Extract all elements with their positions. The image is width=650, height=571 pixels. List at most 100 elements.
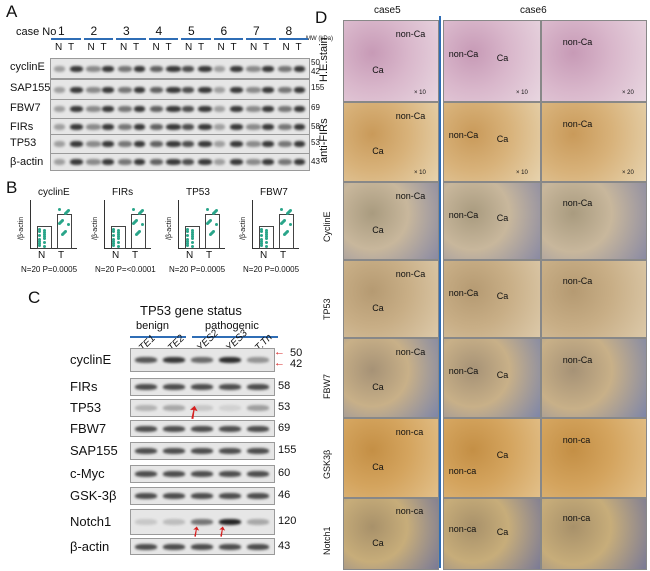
plot-b-dot [117, 237, 120, 240]
blot-c-band [247, 357, 269, 363]
blot-a-band [118, 106, 132, 112]
plot-b-x-t: T [206, 250, 213, 261]
blot-a-band [166, 106, 181, 112]
tissue-label-nonca: non-ca [395, 506, 424, 516]
case-no-label: case No [16, 26, 57, 38]
plot-b-dot [43, 237, 46, 240]
blot-a-band [166, 141, 181, 147]
blot-c-band [135, 384, 157, 390]
blot-c-strip-cyclinE [130, 348, 275, 372]
tissue-label-nonca: non-Ca [448, 49, 479, 59]
case-underline-8 [278, 38, 308, 40]
plot-b-dot [212, 212, 215, 215]
blot-a-band [70, 65, 83, 72]
mw-label: MW (kDa) [306, 36, 333, 42]
histo-panel: Ca non-Ca [443, 260, 541, 338]
blot-a-band [198, 86, 212, 93]
blot-c-band [191, 519, 213, 525]
blot-c-band [163, 357, 185, 363]
histo-panel: Ca non-Ca [343, 260, 439, 338]
blot-a-band [246, 159, 261, 165]
blot-a-band [54, 159, 65, 165]
plot-b-dot [260, 230, 263, 233]
blot-a-band [118, 159, 132, 165]
plot-b-dot [265, 237, 268, 240]
plot-b-bar-n [37, 226, 52, 249]
histo-panel: Ca non-Ca × 10 [443, 20, 541, 102]
plot-b-dot [67, 223, 70, 226]
plot-b-title-cyclinE: cyclinE [38, 187, 70, 198]
blot-a-band [278, 86, 292, 93]
plot-b-dot [260, 242, 263, 245]
plot-b-dot [135, 233, 138, 236]
histo-panel: Ca non-Ca [343, 182, 439, 260]
blot-c-band [219, 471, 241, 477]
histo-panel: non-ca [541, 498, 647, 570]
plot-b-axes [104, 200, 151, 249]
plot-b-dot [38, 244, 41, 247]
plot-b-dot [58, 222, 61, 225]
plot-b-title-FBW7: FBW7 [260, 187, 288, 198]
blot-a-band [214, 106, 225, 112]
plot-b-dot [38, 230, 41, 233]
plot-b-dot [43, 235, 46, 238]
case-underline-5 [181, 38, 211, 40]
blot-a-band [198, 65, 212, 72]
plot-b-stats-FIRs: N=20 P=<0.0001 [95, 265, 156, 274]
blot-c-band [135, 543, 157, 550]
plot-b-dot [186, 230, 189, 233]
benign-underline [130, 336, 186, 338]
benign-label: benign [136, 320, 170, 332]
blot-a-strip-FIRs [50, 118, 310, 135]
lane-t-8: T [295, 42, 302, 53]
tissue-label-nonca: non-Ca [395, 346, 426, 357]
blot-c-band [219, 543, 241, 550]
blot-c-band [163, 519, 185, 525]
case-underline-2 [83, 38, 113, 40]
blot-a-mw-69: 69 [311, 103, 320, 112]
blot-c-mw-69: 69 [278, 421, 291, 434]
plot-b-title-TP53: TP53 [186, 187, 210, 198]
plot-b-dot [138, 212, 141, 215]
plot-b-dot [265, 235, 268, 238]
blot-c-label-GSK-3β: GSK-3β [70, 488, 117, 503]
blot-a-mw-155: 155 [311, 83, 325, 92]
blot-a-label-FBW7: FBW7 [10, 102, 41, 114]
blot-a-strip-β-actin [50, 153, 310, 171]
blot-a-band [134, 141, 145, 147]
lane-n-5: N [185, 42, 193, 53]
blot-a-band [182, 123, 194, 130]
histo-row-label-Notch1: Notch1 [322, 526, 332, 555]
blot-c-band [247, 519, 269, 525]
blot-a-band [262, 106, 274, 112]
plot-b-x-n: N [38, 250, 46, 261]
plot-b-ylabel: /β-actin [18, 216, 25, 240]
blot-a-band [70, 86, 83, 93]
histo-row-label-CyclinE: CyclinE [322, 211, 332, 242]
histo-row-label-TP53: TP53 [322, 298, 332, 320]
blot-a-band [182, 141, 194, 147]
plot-b-dot [265, 231, 268, 234]
blot-a-band [278, 65, 292, 72]
blot-a-band [54, 106, 65, 112]
blot-a-band [214, 123, 225, 130]
blot-a-band [134, 123, 145, 130]
histo-panel: Ca non-Ca [443, 338, 541, 418]
plot-b-dot [289, 223, 292, 226]
plot-b-dot [117, 241, 120, 244]
case-underline-1 [51, 38, 81, 40]
blot-a-band [118, 123, 132, 130]
tissue-label-nonca: non-Ca [562, 118, 593, 129]
case-underline-7 [246, 38, 276, 40]
blot-a-band [150, 86, 163, 93]
plot-b-dot [112, 240, 115, 243]
blot-c-band [191, 425, 213, 432]
case-underline-4 [148, 38, 178, 40]
tissue-label-nonca: non-Ca [562, 276, 593, 287]
blot-c-band [247, 384, 269, 390]
tissue-label-nonca: non-Ca [395, 190, 426, 201]
blot-a-band [246, 86, 261, 93]
tissue-label-nonca: non-Ca [562, 37, 593, 47]
plot-b-dot [112, 228, 115, 231]
plot-b-dot [141, 223, 144, 226]
